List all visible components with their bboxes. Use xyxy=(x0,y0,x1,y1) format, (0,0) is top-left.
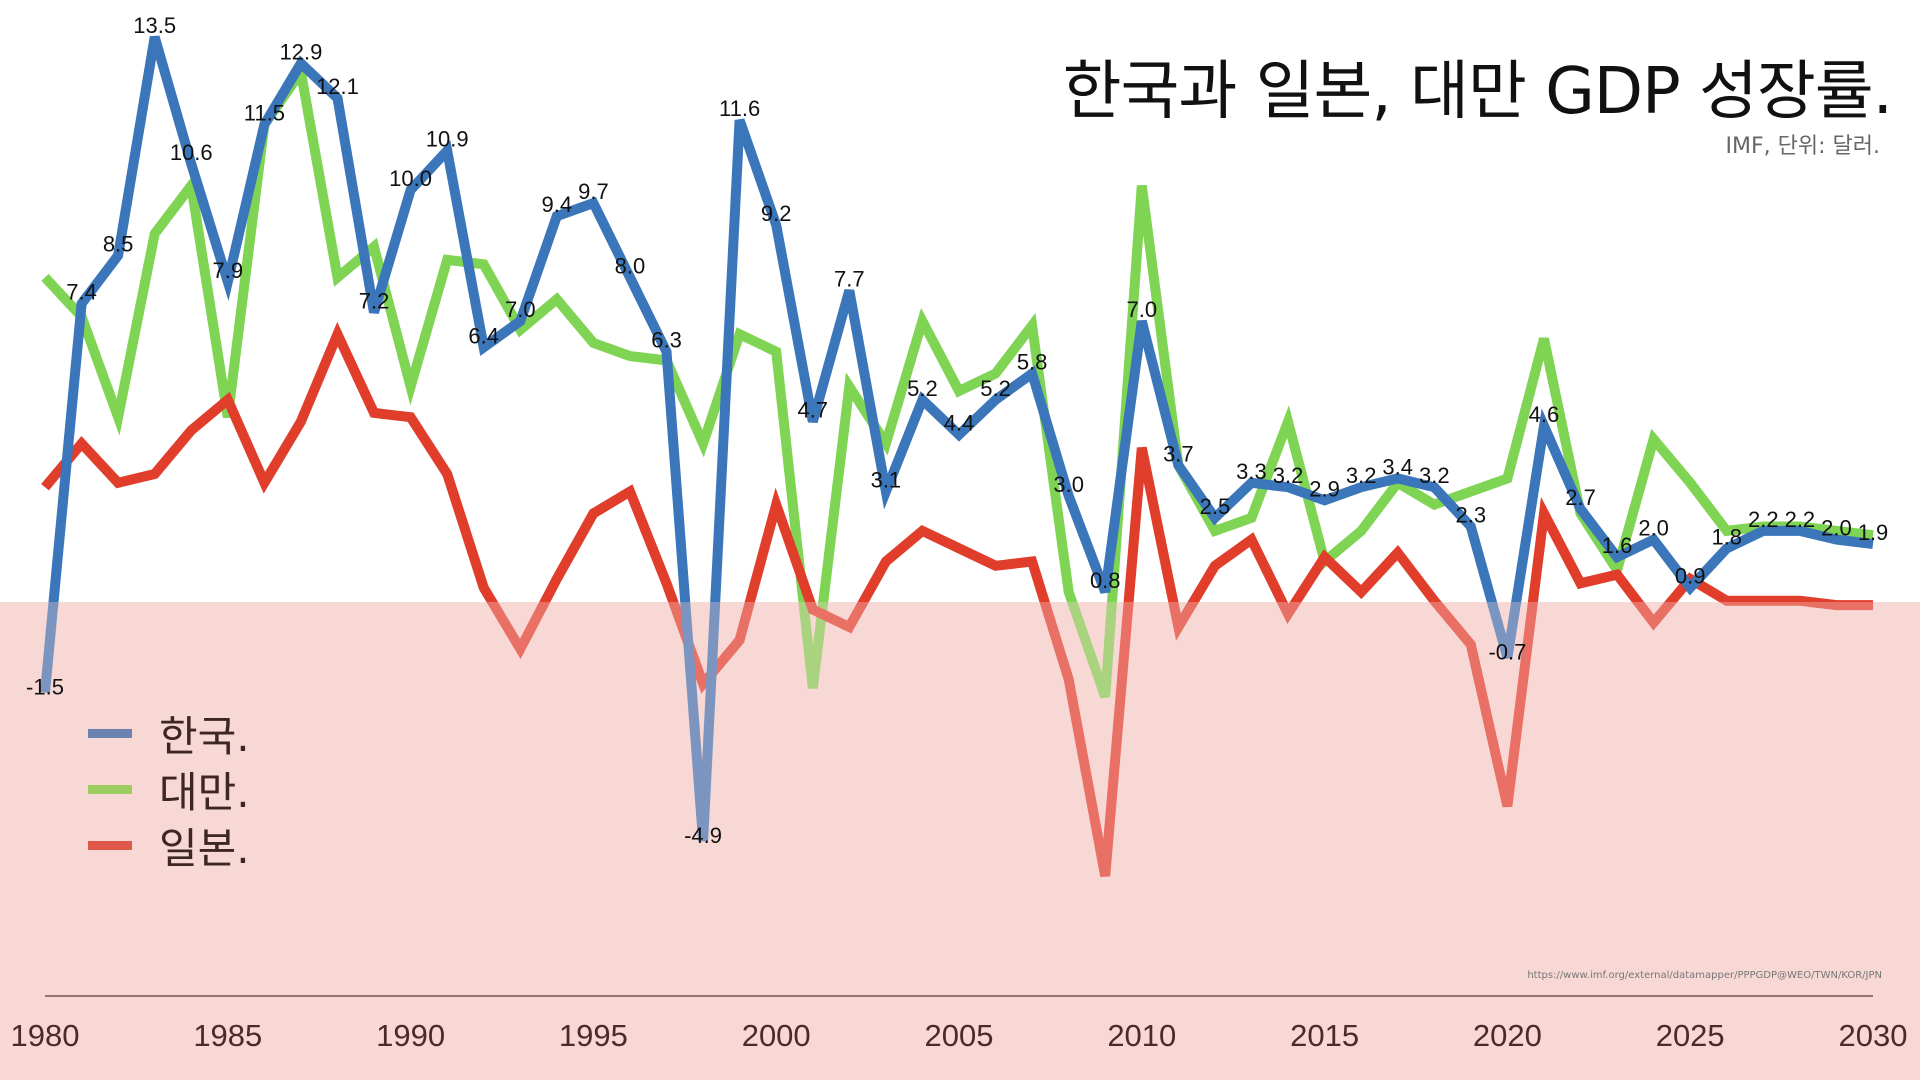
data-label: 7.0 xyxy=(505,297,536,322)
legend-label-taiwan: 대만. xyxy=(159,767,250,817)
data-label: 1.8 xyxy=(1711,524,1742,549)
data-label: 5.2 xyxy=(907,376,938,401)
data-label: 9.2 xyxy=(761,201,792,226)
x-tick-label: 1980 xyxy=(11,1018,80,1053)
data-label: 3.2 xyxy=(1273,463,1304,488)
data-label: 10.6 xyxy=(170,140,213,165)
data-label: 6.4 xyxy=(468,323,499,348)
data-label: 2.2 xyxy=(1785,507,1816,532)
data-label: 7.2 xyxy=(359,288,390,313)
legend: 한국. 대만. 일본. xyxy=(88,705,250,873)
data-label: 2.0 xyxy=(1638,516,1669,541)
x-tick-label: 2015 xyxy=(1290,1018,1359,1053)
chart-subtitle: IMF, 단위: 달러. xyxy=(1725,134,1880,159)
data-label: 9.7 xyxy=(578,179,609,204)
x-tick-label: 1990 xyxy=(376,1018,445,1053)
data-label: 3.1 xyxy=(871,468,902,493)
legend-label-korea: 한국. xyxy=(159,711,250,761)
data-label: 2.9 xyxy=(1309,476,1340,501)
data-label: 11.6 xyxy=(719,96,760,121)
x-tick-label: 1985 xyxy=(193,1018,262,1053)
data-label: 3.3 xyxy=(1236,459,1267,484)
data-label: 7.0 xyxy=(1127,297,1158,322)
data-label: 9.4 xyxy=(542,192,573,217)
data-label: 12.9 xyxy=(280,39,323,64)
data-label: 2.3 xyxy=(1456,502,1487,527)
data-label: 4.6 xyxy=(1529,402,1560,427)
data-label: 3.7 xyxy=(1163,441,1194,466)
data-label: 10.9 xyxy=(426,127,469,152)
data-label: 2.5 xyxy=(1200,494,1231,519)
data-label: -0.7 xyxy=(1488,640,1526,665)
data-label: 10.0 xyxy=(389,166,432,191)
data-label: 7.9 xyxy=(213,258,244,283)
x-tick-label: 2000 xyxy=(742,1018,811,1053)
legend-swatch-japan xyxy=(88,840,132,850)
x-tick-label: 2010 xyxy=(1107,1018,1176,1053)
series-line-0 xyxy=(41,59,1874,699)
data-label: 11.5 xyxy=(244,100,285,125)
data-label: 2.0 xyxy=(1821,516,1852,541)
x-tick-label: 2030 xyxy=(1839,1018,1908,1053)
data-label: 8.5 xyxy=(103,232,134,257)
data-label: 1.6 xyxy=(1602,533,1633,558)
data-label: 3.2 xyxy=(1346,463,1377,488)
data-label: 0.9 xyxy=(1675,564,1706,589)
legend-item-japan: 일본. xyxy=(88,817,250,873)
series-line-1 xyxy=(41,321,1873,878)
legend-item-taiwan: 대만. xyxy=(88,761,250,817)
legend-swatch-taiwan xyxy=(88,784,132,794)
data-label: -4.9 xyxy=(684,823,722,848)
negative-zone-overlay xyxy=(0,602,1920,1080)
legend-item-korea: 한국. xyxy=(88,705,250,761)
data-label: 3.0 xyxy=(1053,472,1084,497)
data-label: 1.9 xyxy=(1858,520,1889,545)
data-label: 4.4 xyxy=(944,411,975,436)
data-label: 4.7 xyxy=(797,398,828,423)
x-tick-label: 2005 xyxy=(925,1018,994,1053)
data-label: 8.0 xyxy=(615,253,646,278)
x-tick-label: 2025 xyxy=(1656,1018,1725,1053)
data-label: 2.2 xyxy=(1748,507,1779,532)
data-label: 5.2 xyxy=(980,376,1011,401)
x-tick-label: 2020 xyxy=(1473,1018,1542,1053)
data-label: 5.8 xyxy=(1017,350,1048,375)
data-label: 3.2 xyxy=(1419,463,1450,488)
data-label: 2.7 xyxy=(1565,485,1596,510)
chart-title: 한국과 일본, 대만 GDP 성장률. xyxy=(1062,55,1893,129)
data-label: 12.1 xyxy=(316,74,359,99)
series-line-2 xyxy=(40,35,1874,842)
x-tick-label: 1995 xyxy=(559,1018,628,1053)
data-label: 13.5 xyxy=(133,13,176,38)
data-label: 7.7 xyxy=(834,267,865,292)
data-label: 0.8 xyxy=(1090,568,1121,593)
data-label: 3.4 xyxy=(1382,454,1413,479)
legend-swatch-korea xyxy=(88,728,132,738)
source-url: https://www.imf.org/external/datamapper/… xyxy=(1527,970,1882,981)
data-label: 7.4 xyxy=(66,280,97,305)
negative-zone-background xyxy=(0,602,1920,1080)
data-label: -1.5 xyxy=(26,675,64,700)
data-label: 6.3 xyxy=(651,328,682,353)
legend-label-japan: 일본. xyxy=(159,823,250,873)
